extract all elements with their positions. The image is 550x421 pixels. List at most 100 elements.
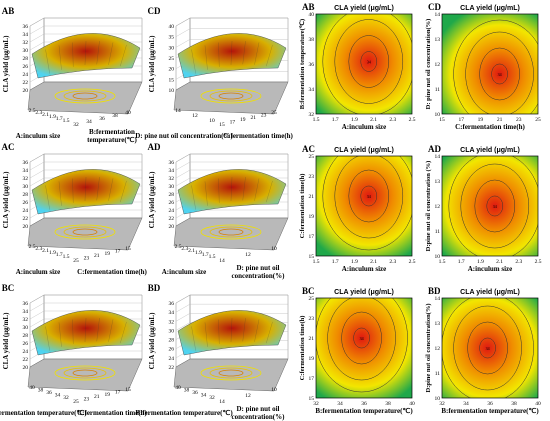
- y-axis-label: D:pine nut oil concentration(%): [425, 303, 432, 392]
- y-tick-label: 21: [309, 336, 315, 342]
- center-value: 34: [367, 60, 371, 65]
- z-gridline: [29, 153, 45, 163]
- floor-contour: [72, 228, 98, 236]
- x-tick-label: 36: [487, 401, 493, 407]
- contour-panel-AB: AB CLA yield (μg/mL) 34 1.5 1.7 1.9 2.1 2.3 2.5 3…: [298, 2, 416, 131]
- y-tick-label: 23: [309, 316, 315, 322]
- x-tick-label: 36: [46, 390, 52, 396]
- y-tick-label: 13: [435, 37, 441, 43]
- z-gridline: [29, 25, 45, 35]
- mesh-line: [96, 317, 100, 342]
- y-tick-label: 15: [125, 246, 131, 252]
- response-surface: [31, 33, 141, 79]
- y-tick-label: 40: [309, 12, 315, 18]
- x-tick-label: 38: [184, 388, 190, 394]
- x-tick-label: 32: [63, 395, 69, 401]
- z-tick-label: 36: [23, 160, 29, 166]
- mesh-line: [108, 178, 114, 201]
- mesh-line: [58, 45, 62, 70]
- floor-plane: [27, 358, 143, 392]
- x-tick-label: 1.5: [63, 118, 70, 124]
- x-tick-label: 2.5: [409, 117, 416, 123]
- x-tick-label: 14: [175, 108, 181, 114]
- x-tick-label: 2.5: [29, 108, 36, 114]
- y-tick-label: 11: [435, 87, 441, 93]
- contour-panel-CD: CD CLA yield (μg/mL) 34 15 17 19 21 23 25 10 11 12 1…: [425, 2, 541, 131]
- z-tick-label: 24: [169, 208, 175, 214]
- contour-line: [442, 298, 534, 398]
- plot-frame: [441, 297, 539, 399]
- z-tick-label: 28: [23, 192, 29, 198]
- y-tick-label: 23: [84, 397, 90, 403]
- mesh-line: [72, 42, 74, 67]
- z-tick-label: 28: [23, 56, 29, 62]
- floor-contour: [200, 224, 262, 240]
- x-tick-label: 2.3: [35, 110, 42, 116]
- contour-line: [467, 321, 508, 375]
- floor-contour: [200, 365, 262, 381]
- x-axis-label: B:fermentation temperature(℃): [0, 409, 87, 417]
- mesh-line: [45, 49, 50, 74]
- panel-label: BD: [428, 286, 441, 296]
- x-axis-label: A:inculum size: [342, 265, 387, 273]
- z-tick-label: 25: [169, 56, 175, 62]
- z-gridline: [175, 322, 191, 331]
- contour-line: [479, 47, 520, 101]
- panel-label: AC: [302, 144, 315, 154]
- z-axis-label: CLA yield (μg/mL): [2, 35, 10, 93]
- heat-field: [316, 298, 412, 398]
- y-tick-label: 25: [271, 110, 277, 116]
- x-tick-label: 1.9: [351, 259, 358, 265]
- z-tick-label: 26: [23, 341, 29, 347]
- x-axis-label: A:inculum size: [16, 132, 61, 140]
- z-tick-label: 20: [23, 224, 29, 230]
- center-value: 34: [360, 336, 364, 341]
- x-axis-label: D: pine nut oil concentration(%): [135, 132, 233, 140]
- z-tick-label: 22: [23, 357, 29, 363]
- x-axis-label: B:fermentation temperature(℃): [441, 407, 539, 415]
- x-tick-label: 2.5: [409, 259, 416, 265]
- z-tick-label: 34: [169, 310, 175, 316]
- x-tick-label: 2.3: [389, 259, 396, 265]
- x-tick-label: 34: [55, 393, 61, 399]
- y-axis-label: C:fermentation time(h): [299, 316, 306, 381]
- contour-title: CLA yield (μg/mL): [460, 289, 520, 296]
- center-value: 34: [367, 194, 371, 199]
- z-tick-label: 22: [23, 80, 29, 86]
- x-tick-label: 1.5: [313, 117, 320, 123]
- y-tick-label: 14: [219, 258, 225, 264]
- y-tick-label: 32: [73, 122, 79, 128]
- y-tick-label: 19: [309, 214, 315, 220]
- x-tick-label: 40: [409, 401, 415, 407]
- y-tick-label: 15: [309, 254, 315, 260]
- z-gridline: [29, 294, 45, 304]
- x-tick-label: 1.9: [351, 117, 358, 123]
- mesh-line: [254, 42, 260, 65]
- z-tick-label: 36: [23, 24, 29, 30]
- y-tick-label: 25: [73, 258, 79, 264]
- z-tick-label: 24: [23, 208, 29, 214]
- contour-line: [465, 31, 534, 114]
- y-axis-label: concentration(%): [232, 272, 286, 280]
- z-gridline: [175, 39, 191, 48]
- z-tick-label: 30: [23, 184, 29, 190]
- x-tick-label: 1.9: [49, 114, 56, 120]
- z-gridline: [175, 313, 191, 322]
- x-tick-label: 2.1: [496, 259, 503, 265]
- z-gridline: [175, 294, 191, 304]
- y-tick-label: 10: [435, 254, 441, 260]
- y-tick-label: 12: [245, 393, 251, 399]
- z-tick-label: 34: [23, 309, 29, 315]
- center-value: 34: [493, 204, 497, 209]
- x-tick-label: 38: [385, 401, 391, 407]
- y-tick-label: 38: [309, 37, 315, 43]
- contour-field: 34: [442, 156, 538, 256]
- contour-line: [474, 179, 516, 233]
- y-tick-label: 12: [245, 252, 251, 258]
- mesh-line: [218, 42, 220, 67]
- z-tick-label: 20: [23, 88, 29, 94]
- y-tick-label: 40: [125, 110, 131, 116]
- floor-contour: [63, 90, 107, 102]
- z-tick-label: 32: [169, 176, 175, 182]
